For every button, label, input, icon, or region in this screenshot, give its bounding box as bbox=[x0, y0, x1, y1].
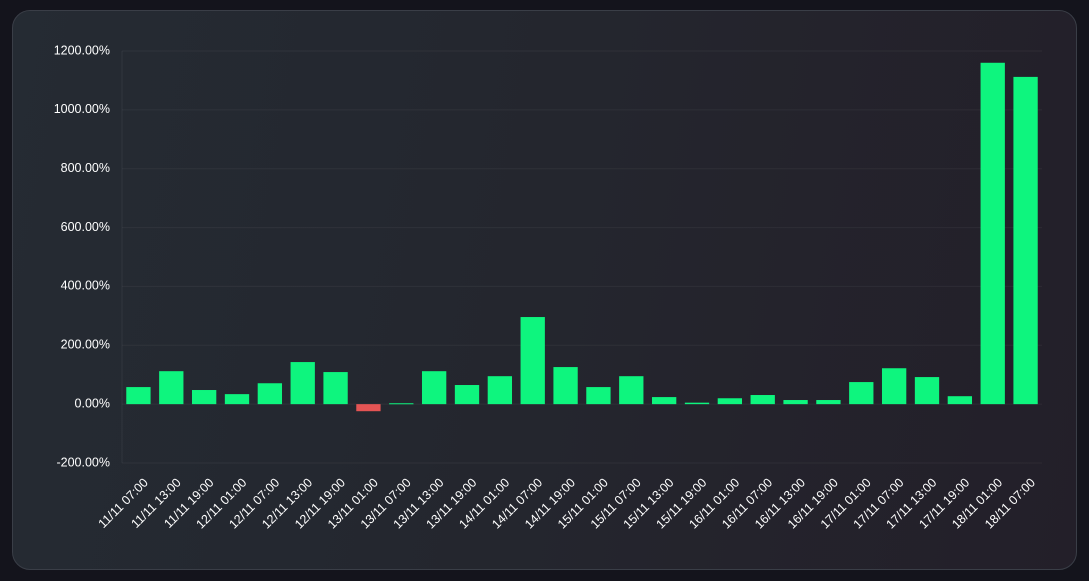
bar bbox=[586, 387, 611, 405]
bar bbox=[224, 394, 250, 405]
bar bbox=[126, 387, 151, 405]
y-tick-label: 1000.00% bbox=[54, 102, 110, 116]
bar bbox=[684, 402, 710, 405]
bar bbox=[849, 382, 874, 405]
bar bbox=[750, 395, 775, 405]
bar bbox=[389, 403, 414, 405]
bar bbox=[257, 383, 283, 405]
y-tick-label: 400.00% bbox=[61, 279, 110, 293]
bar bbox=[1013, 76, 1038, 405]
bar bbox=[619, 376, 644, 405]
bar bbox=[947, 396, 973, 405]
bar bbox=[159, 371, 184, 405]
bar bbox=[356, 404, 381, 412]
bar bbox=[717, 398, 743, 405]
bar bbox=[454, 385, 480, 405]
bar bbox=[914, 377, 940, 405]
y-tick-label: 200.00% bbox=[61, 338, 110, 352]
y-tick-label: 600.00% bbox=[61, 220, 110, 234]
y-tick-label: 0.00% bbox=[75, 396, 110, 410]
chart-card bbox=[12, 10, 1077, 570]
bar bbox=[651, 397, 677, 405]
bar bbox=[290, 362, 315, 405]
y-tick-label: 800.00% bbox=[61, 161, 110, 175]
y-tick-label: 1200.00% bbox=[54, 43, 110, 57]
bar bbox=[191, 390, 217, 405]
bar bbox=[421, 371, 447, 405]
bar bbox=[553, 367, 578, 405]
bar bbox=[980, 62, 1005, 405]
bar bbox=[520, 317, 545, 405]
y-tick-label: -200.00% bbox=[56, 455, 110, 469]
bar bbox=[816, 400, 841, 405]
bar bbox=[881, 368, 907, 405]
bar bbox=[783, 400, 808, 405]
bar bbox=[323, 372, 348, 405]
bar bbox=[487, 376, 513, 405]
